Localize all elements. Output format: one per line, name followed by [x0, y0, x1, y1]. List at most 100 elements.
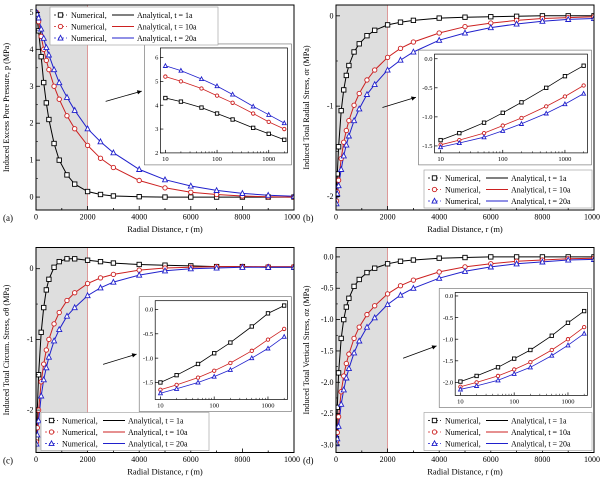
svg-text:6000: 6000	[483, 213, 499, 222]
y-axis-label: Induced Total Radial Stress, σr (MPa)	[302, 45, 311, 169]
svg-text:5: 5	[30, 8, 34, 17]
svg-text:Numerical,: Numerical,	[445, 174, 481, 183]
svg-text:-2.5: -2.5	[321, 409, 334, 418]
svg-text:-2.0: -2.0	[321, 378, 334, 387]
svg-text:Numerical,: Numerical,	[62, 439, 98, 448]
svg-text:4000: 4000	[431, 455, 447, 464]
series-group	[336, 13, 594, 207]
svg-text:-1: -1	[327, 102, 334, 111]
series-group	[36, 8, 294, 200]
svg-text:3: 3	[30, 82, 34, 91]
svg-text:-1.5: -1.5	[422, 143, 432, 150]
inset-d: 10 100 1000 0.0 -0.5 -1.0 -1.5 -2.0	[438, 288, 592, 408]
svg-text:-1: -1	[27, 335, 34, 344]
svg-text:-3.0: -3.0	[321, 440, 334, 449]
svg-text:8000: 8000	[534, 455, 550, 464]
svg-text:-1.5: -1.5	[443, 358, 453, 365]
svg-text:0: 0	[30, 264, 34, 273]
svg-text:4000: 4000	[131, 213, 147, 222]
svg-text:-2: -2	[327, 192, 334, 201]
svg-text:3: 3	[155, 126, 158, 133]
svg-text:4000: 4000	[431, 213, 447, 222]
svg-text:100: 100	[498, 156, 508, 163]
x-axis-label: Radial Distance, r (m)	[127, 224, 203, 234]
svg-text:10: 10	[157, 403, 164, 410]
svg-text:Analytical, t = 1a: Analytical, t = 1a	[511, 174, 567, 183]
svg-text:6: 6	[155, 55, 159, 62]
svg-text:2000: 2000	[380, 455, 396, 464]
svg-text:4: 4	[155, 102, 159, 109]
svg-text:6000: 6000	[183, 455, 199, 464]
svg-text:5: 5	[155, 79, 158, 86]
svg-text:-2: -2	[27, 406, 34, 415]
svg-text:0: 0	[34, 455, 38, 464]
svg-text:1: 1	[30, 156, 34, 165]
svg-text:Numerical,: Numerical,	[62, 416, 98, 425]
svg-text:10: 10	[162, 156, 169, 163]
shaded-region	[335, 4, 388, 211]
svg-text:2: 2	[155, 150, 158, 157]
svg-text:Analytical, t = 1a: Analytical, t = 1a	[137, 11, 193, 20]
svg-text:6000: 6000	[183, 213, 199, 222]
legend-d: Numerical, Analytical, t = 1a Numerical, An…	[423, 412, 593, 451]
svg-text:Numerical,: Numerical,	[445, 197, 481, 206]
svg-text:0: 0	[34, 213, 38, 222]
svg-text:2: 2	[30, 119, 34, 128]
svg-text:Analytical, t = 20a: Analytical, t = 20a	[511, 439, 571, 448]
x-axis-label: Radial Distance, r (m)	[427, 467, 503, 477]
svg-text:-1.5: -1.5	[143, 380, 153, 387]
svg-text:2000: 2000	[380, 213, 396, 222]
svg-text:1000: 1000	[262, 156, 275, 163]
svg-text:8000: 8000	[234, 455, 250, 464]
svg-text:Analytical, t = 10a: Analytical, t = 10a	[128, 428, 188, 437]
svg-text:Numerical,: Numerical,	[445, 416, 481, 425]
svg-text:Analytical, t = 1a: Analytical, t = 1a	[511, 416, 567, 425]
svg-text:Analytical, t = 20a: Analytical, t = 20a	[128, 439, 188, 448]
inset-c: 10 100 1000 0.0 -0.5 -1.0 -1.5	[138, 296, 292, 412]
svg-text:Analytical, t = 20a: Analytical, t = 20a	[137, 34, 197, 43]
svg-text:4: 4	[30, 45, 34, 54]
panel-letter: (d)	[303, 456, 314, 466]
svg-text:1000: 1000	[561, 398, 574, 405]
svg-text:100: 100	[509, 398, 519, 405]
svg-text:0.0: 0.0	[424, 56, 432, 63]
svg-text:1000: 1000	[261, 403, 274, 410]
y-axis-label: Induced Total Vertical Stress, σz (MPa)	[302, 285, 311, 414]
svg-text:8000: 8000	[234, 213, 250, 222]
svg-text:Numerical,: Numerical,	[62, 428, 98, 437]
svg-text:-2.0: -2.0	[443, 380, 453, 387]
svg-text:Analytical, t = 1a: Analytical, t = 1a	[128, 416, 184, 425]
svg-text:6000: 6000	[483, 455, 499, 464]
svg-text:2000: 2000	[80, 455, 96, 464]
svg-text:Numerical,: Numerical,	[445, 428, 481, 437]
inset-a: 10 100 1000 2 3 4 5 6	[144, 43, 292, 166]
svg-text:0: 0	[30, 193, 34, 202]
legend-a: Numerical, Analytical, t = 1a Numerical, An…	[49, 6, 219, 46]
svg-text:-1.0: -1.0	[143, 355, 153, 362]
svg-text:0: 0	[330, 11, 334, 20]
panel-letter: (b)	[303, 213, 314, 223]
svg-text:Analytical, t = 20a: Analytical, t = 20a	[511, 197, 571, 206]
series-group	[336, 254, 594, 447]
svg-text:-0.5: -0.5	[422, 85, 432, 92]
svg-text:0.0: 0.0	[445, 293, 453, 300]
y-axis-label: Induced Total Circum. Stress, σθ (MPa)	[2, 284, 11, 415]
x-axis-label: Radial Distance, r (m)	[427, 224, 503, 234]
svg-text:100: 100	[209, 403, 219, 410]
svg-text:8000: 8000	[534, 213, 550, 222]
y-axis-label: Induced Excess Pore Pressure, p (MPa)	[2, 43, 11, 172]
panel-letter: (c)	[3, 456, 13, 466]
legend-c: Numerical, Analytical, t = 1a Numerical, An…	[40, 412, 210, 451]
svg-text:-0.5: -0.5	[143, 331, 153, 338]
svg-text:Analytical, t = 10a: Analytical, t = 10a	[511, 428, 571, 437]
svg-text:-1.5: -1.5	[321, 346, 334, 355]
svg-text:1000: 1000	[558, 156, 571, 163]
svg-text:Analytical, t = 10a: Analytical, t = 10a	[511, 185, 571, 194]
